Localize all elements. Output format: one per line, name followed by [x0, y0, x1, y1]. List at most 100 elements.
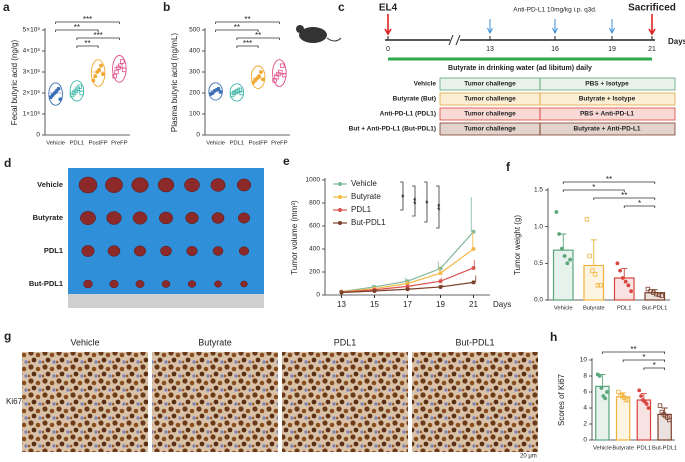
tumor — [159, 211, 173, 225]
data-point — [216, 86, 221, 91]
x-tick-label: 17 — [403, 300, 412, 309]
data-point — [562, 254, 567, 258]
violin — [48, 82, 63, 106]
x-tick-label: 21 — [469, 300, 478, 309]
data-point — [639, 394, 643, 398]
bar — [583, 264, 605, 301]
group-name: Butyrate (But) — [393, 96, 436, 103]
y-axis-label: Tumor weight (g) — [513, 215, 522, 276]
day-label: 13 — [486, 46, 494, 53]
tumor — [210, 178, 226, 192]
y-tick-label: 200 — [309, 269, 320, 276]
data-point — [657, 403, 663, 408]
x-tick-label: Butyrate — [583, 306, 605, 312]
timeline-diagram: c EL4 Sacrificed Anti-PD-L1 10mg/kg i.p.… — [296, 0, 685, 136]
significance-label: ** — [244, 15, 250, 24]
significance-label: ** — [411, 197, 421, 205]
x-tick-label: PDL1 — [70, 141, 85, 147]
y-tick-label: 1×10⁶ — [23, 111, 41, 118]
phase-label: Tumor challenge — [464, 96, 516, 103]
y-tick-label: 400 — [189, 48, 200, 55]
significance-label: * — [642, 353, 645, 362]
significance-label: * — [592, 183, 595, 192]
arrow — [609, 19, 615, 35]
legend-label: But-PDL1 — [351, 218, 386, 227]
data-point — [56, 86, 61, 91]
data-point — [656, 292, 662, 298]
tumor — [81, 245, 95, 257]
image-title: PDL1 — [334, 337, 357, 347]
day-label: 19 — [608, 46, 616, 53]
tumor — [131, 177, 149, 193]
tumor — [133, 245, 147, 257]
point — [438, 284, 443, 289]
tumor — [83, 279, 93, 289]
y-tick-label: 0 — [36, 132, 40, 139]
histology-panel: g Ki67 20 μm Vehicle Butyrate PDL1 But-PDL1 — [4, 329, 538, 460]
y-tick-label: 5×10⁶ — [23, 27, 41, 34]
significance-bracket — [643, 367, 666, 370]
row-label: But-PDL1 — [29, 279, 63, 288]
data-point — [112, 74, 117, 79]
panel-letter: d — [4, 156, 11, 170]
significance-label: ** — [255, 31, 261, 40]
point — [405, 284, 410, 289]
significance-label: ** — [621, 191, 627, 200]
phase-label: Tumor challenge — [464, 81, 516, 88]
data-point — [568, 257, 573, 262]
significance-label: *** — [93, 31, 102, 40]
tumor — [237, 212, 251, 224]
panel-letter: f — [506, 160, 511, 174]
significance-bracket — [562, 181, 656, 184]
significance-label: *** — [83, 15, 92, 24]
y-tick-label: 1000 — [306, 177, 321, 184]
y-tick-label: 4 — [583, 405, 587, 412]
point — [471, 229, 476, 234]
arrow — [487, 19, 493, 35]
y-tick-label: 300 — [189, 69, 200, 76]
tumor — [107, 245, 121, 257]
point — [405, 287, 410, 292]
significance-bracket — [412, 185, 416, 217]
point — [471, 247, 476, 251]
unit-label: Days — [668, 37, 685, 46]
bar — [552, 249, 574, 301]
y-tick-label: 0 — [316, 292, 320, 299]
data-point — [559, 246, 564, 251]
stain-label: Ki67 — [6, 397, 23, 406]
x-tick-label: Vehicle — [554, 306, 573, 312]
tumor — [132, 211, 148, 225]
panel-letter: h — [550, 330, 557, 344]
tumor — [80, 210, 96, 226]
data-point — [257, 74, 261, 79]
significance-label: ** — [435, 203, 445, 211]
data-point — [565, 261, 570, 266]
data-point — [281, 72, 287, 78]
data-point — [620, 276, 625, 280]
x-tick-label: But-PDL1 — [652, 446, 677, 452]
significance-label: ** — [84, 39, 90, 48]
x-tick-label: Vehicle — [206, 141, 225, 147]
x-tick-label: PDL1 — [230, 141, 245, 147]
group-name: But + Anti-PD-L1 (But-PDL1) — [349, 126, 436, 133]
data-point — [595, 283, 601, 288]
y-tick-label: 1.0 — [534, 223, 543, 230]
data-point — [646, 406, 651, 410]
image-title: Vehicle — [70, 337, 99, 347]
data-point — [58, 97, 63, 102]
row-box — [439, 122, 676, 136]
significance-bracket — [436, 185, 440, 229]
tumor — [78, 176, 98, 194]
day-label: 21 — [648, 46, 656, 53]
point — [405, 281, 410, 286]
data-point — [97, 68, 101, 72]
significance-bracket — [562, 189, 625, 192]
y-tick-label: 400 — [309, 246, 320, 253]
data-point — [120, 59, 125, 64]
phase-label: PBS + Isotype — [585, 81, 629, 88]
axis-break — [450, 35, 460, 45]
tumor — [160, 245, 172, 257]
data-point — [99, 63, 103, 68]
row-label: Vehicle — [37, 180, 63, 189]
point — [438, 266, 443, 271]
